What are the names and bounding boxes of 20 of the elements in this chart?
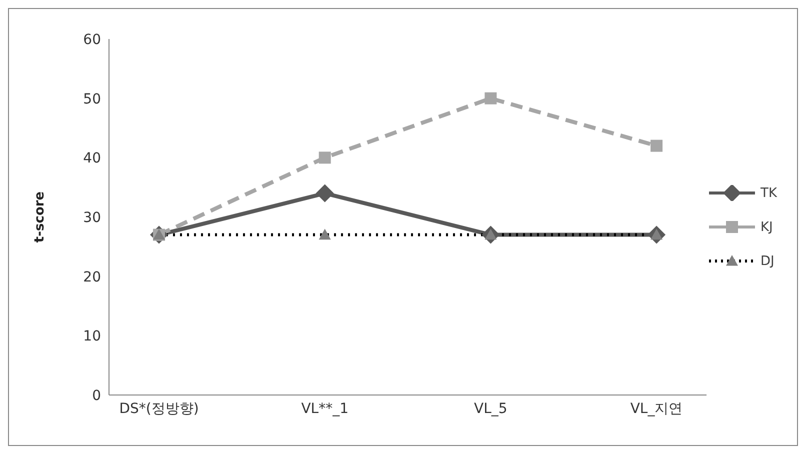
point [650,140,663,152]
y-tick-label: 20 [83,269,101,286]
x-tick-label: VL_5 [474,400,508,417]
point [318,228,331,240]
x-tick-label: DS*(정방향) [119,400,199,417]
y-tick-label: 10 [83,328,101,345]
x-tick-label: VL_지연 [630,400,683,417]
point [316,184,334,202]
y-tick-label: 30 [83,210,101,226]
point [484,92,497,104]
y-tick-label: 60 [83,32,101,48]
legend-label: DJ [760,254,774,268]
y-tick-label: 40 [83,150,101,167]
legend-label: TK [760,186,777,200]
x-tick-label: VL**_1 [301,400,348,417]
y-tick-label: 50 [83,91,101,108]
legend-label: KJ [760,220,773,234]
y-axis-title: t-score [32,191,48,243]
y-tick-label: 0 [92,388,101,404]
point [318,152,331,164]
